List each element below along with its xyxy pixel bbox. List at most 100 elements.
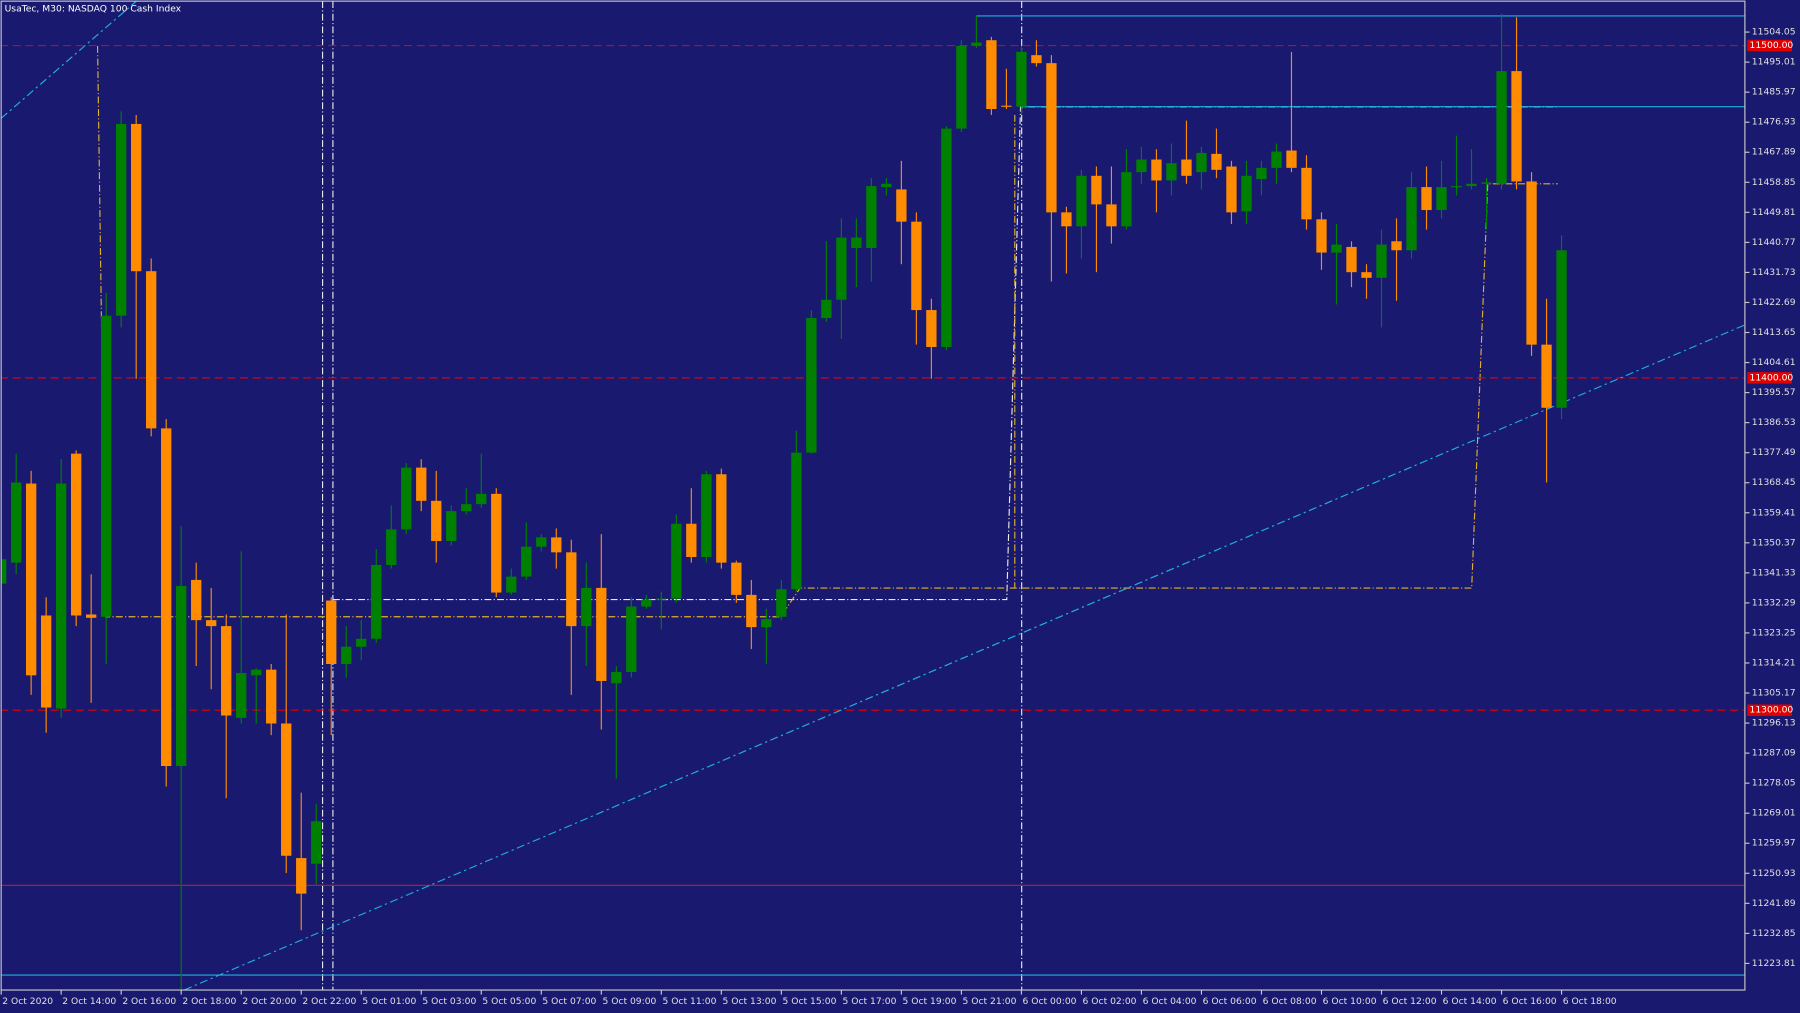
- candle-body: [926, 310, 937, 347]
- x-tick-label: 5 Oct 13:00: [722, 996, 776, 1007]
- candle-body: [1541, 344, 1552, 408]
- y-tick-label: 11269.01: [1752, 808, 1796, 819]
- candle-body: [1496, 71, 1507, 184]
- candle-body: [311, 821, 322, 864]
- y-tick-label: 11395.57: [1752, 387, 1796, 398]
- y-tick-label: 11314.21: [1752, 657, 1796, 668]
- candle-body: [896, 189, 907, 222]
- candle-body: [1121, 172, 1132, 227]
- candle-body: [956, 45, 967, 129]
- level-label: 11400.00: [1749, 372, 1793, 383]
- y-tick-label: 11250.93: [1752, 868, 1796, 879]
- y-tick-label: 11287.09: [1752, 748, 1796, 759]
- candle-body: [1286, 150, 1297, 168]
- candle-body: [71, 453, 82, 616]
- x-tick-label: 5 Oct 15:00: [782, 996, 836, 1007]
- candle-body: [881, 183, 892, 188]
- candle-body: [1106, 204, 1117, 227]
- y-tick-label: 11350.37: [1752, 537, 1796, 548]
- candle-body: [791, 452, 802, 590]
- candle-body: [911, 221, 922, 311]
- candle-body: [1241, 175, 1252, 212]
- candle-body: [446, 511, 457, 542]
- candle-body: [1211, 153, 1222, 170]
- x-tick-label: 2 Oct 16:00: [122, 996, 176, 1007]
- x-tick-label: 5 Oct 03:00: [422, 996, 476, 1007]
- trend-line: [183, 324, 1745, 991]
- candle-body: [611, 671, 622, 684]
- candle-body: [776, 589, 787, 617]
- candle-body: [131, 123, 142, 272]
- candle-body: [1316, 219, 1327, 253]
- candle-body: [1421, 187, 1432, 211]
- candle-body: [821, 299, 832, 319]
- candle-body: [101, 315, 112, 617]
- y-tick-label: 11495.01: [1752, 57, 1796, 68]
- candle-body: [1, 559, 7, 584]
- y-tick-label: 11241.89: [1752, 898, 1796, 909]
- level-label-box: [1747, 372, 1792, 384]
- x-tick-label: 2 Oct 20:00: [242, 996, 296, 1007]
- candle-body: [596, 587, 607, 681]
- candle-body: [371, 564, 382, 639]
- candle-body: [10, 482, 22, 563]
- x-tick-label: 2 Oct 18:00: [182, 996, 236, 1007]
- candle-body: [176, 585, 187, 767]
- y-tick-label: 11485.97: [1752, 87, 1796, 98]
- x-tick-label: 5 Oct 17:00: [843, 996, 897, 1007]
- candle-body: [1091, 175, 1102, 205]
- candle-body: [671, 523, 682, 599]
- candle-body: [581, 587, 592, 627]
- y-tick-label: 11386.53: [1752, 417, 1796, 428]
- candle-body: [1196, 152, 1207, 173]
- y-tick-label: 11332.29: [1752, 597, 1796, 608]
- y-tick-label: 11323.25: [1752, 627, 1796, 638]
- y-tick-label: 11359.41: [1752, 507, 1796, 518]
- candle-body: [1151, 159, 1162, 181]
- x-tick-label: 6 Oct 10:00: [1323, 996, 1377, 1007]
- candle-body: [221, 626, 232, 716]
- candle-body: [986, 40, 997, 110]
- candle-body: [1481, 182, 1492, 184]
- y-tick-label: 11467.89: [1752, 147, 1796, 158]
- y-tick-label: 11296.13: [1752, 718, 1796, 729]
- y-tick-label: 11259.97: [1752, 838, 1796, 849]
- candle-body: [1226, 166, 1237, 213]
- candle-body: [401, 467, 412, 530]
- candle-body: [731, 562, 742, 595]
- x-tick-label: 5 Oct 11:00: [662, 996, 716, 1007]
- candle-body: [25, 483, 37, 676]
- candle-body: [686, 523, 697, 557]
- candle-body: [521, 546, 532, 577]
- candle-body: [1061, 212, 1072, 227]
- candle-body: [761, 619, 772, 628]
- y-tick-label: 11305.17: [1752, 688, 1796, 699]
- x-tick-label: 5 Oct 19:00: [903, 996, 957, 1007]
- candle-body: [491, 493, 502, 593]
- plot-area: [1, 1, 1745, 991]
- candle-body: [1511, 71, 1522, 182]
- plot-border: [0, 0, 1746, 991]
- candle-body: [1451, 186, 1462, 188]
- candle-body: [1016, 51, 1027, 107]
- candle-body: [461, 504, 472, 512]
- candle-body: [1076, 175, 1087, 227]
- y-tick-label: 11476.93: [1752, 117, 1796, 128]
- candle-body: [941, 128, 952, 347]
- candle-body: [1031, 55, 1042, 64]
- candle-body: [386, 529, 397, 565]
- candle-body: [626, 606, 637, 672]
- candle-body: [86, 614, 97, 618]
- x-tick-label: 5 Oct 05:00: [482, 996, 536, 1007]
- candle-body: [161, 428, 172, 767]
- y-tick-label: 11341.33: [1752, 567, 1796, 578]
- candle-body: [1301, 167, 1312, 220]
- candle-body: [146, 271, 157, 429]
- candle-body: [1331, 244, 1342, 253]
- x-tick-label: 6 Oct 14:00: [1443, 996, 1497, 1007]
- candle-body: [971, 42, 982, 46]
- y-tick-label: 11413.65: [1752, 327, 1796, 338]
- candle-body: [1166, 163, 1177, 181]
